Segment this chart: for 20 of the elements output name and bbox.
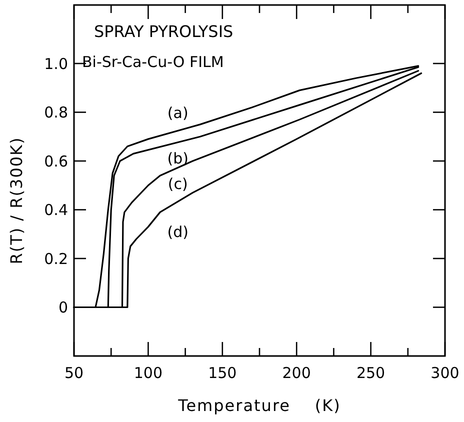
y-tick-label: 0 [58, 298, 68, 316]
y-tick-label: 1.0 [44, 54, 68, 73]
text: Bi-Sr-Ca-Cu-O FILM [82, 53, 224, 71]
series-label: (b) [167, 150, 188, 168]
y-tick-label: 0.8 [44, 104, 68, 122]
series-label: (c) [168, 174, 188, 193]
x-tick-label: 50 [64, 364, 84, 382]
x-axis-title: Temperature (K) [177, 396, 341, 415]
y-tick-label: 0.2 [44, 250, 68, 268]
x-tick-label: 300 [430, 364, 460, 382]
y-tick-label: 0.4 [44, 201, 68, 219]
series-label: (a) [167, 104, 188, 122]
series-label: (d) [167, 222, 188, 241]
y-tick-label: 0.6 [44, 152, 68, 170]
text: SPRAY PYROLYSIS [94, 22, 234, 41]
x-tick-label: 200 [282, 364, 311, 382]
x-tick-label: 250 [356, 364, 386, 382]
x-tick-label: 150 [208, 364, 237, 382]
x-tick-label: 100 [134, 364, 163, 382]
y-axis-title: R(T) / R(300K) [7, 136, 26, 264]
